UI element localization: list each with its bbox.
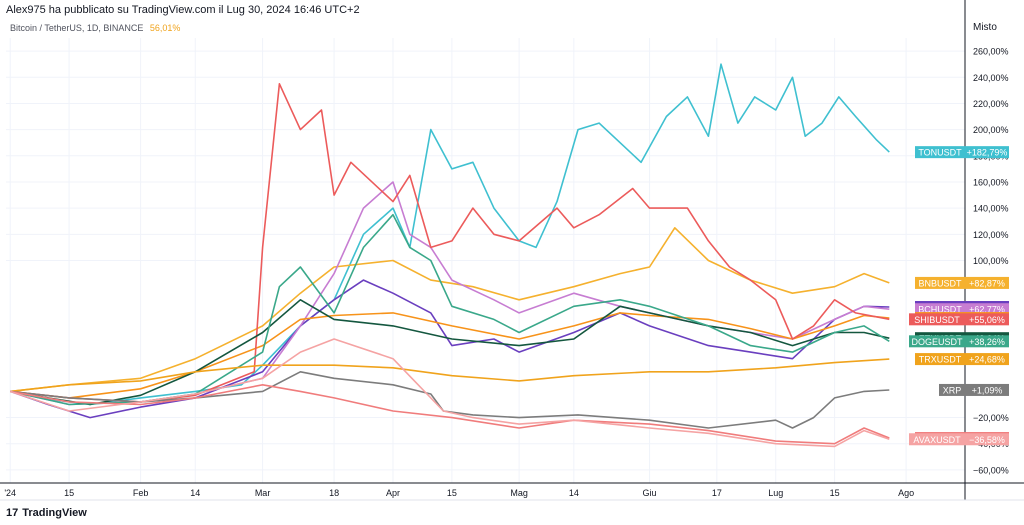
x-tick-label: '24	[4, 488, 16, 498]
end-label-name: AVAXUSDT	[913, 435, 961, 445]
x-tick-label: 15	[830, 488, 840, 498]
x-tick-label: Mag	[510, 488, 528, 498]
end-label-name: BNBUSDT	[918, 278, 962, 288]
end-label-name: SHIBUSDT	[914, 315, 960, 325]
end-label-dogeusdt: DOGEUSDT +38,26%	[909, 335, 1009, 348]
end-label-shibusdt: SHIBUSDT +55,06%	[909, 313, 1009, 326]
symbol-name: Bitcoin / TetherUS, 1D, BINANCE	[10, 23, 144, 33]
x-tick-label: 14	[569, 488, 579, 498]
end-label-value: −36,58%	[969, 435, 1005, 445]
end-label-name: XRP	[943, 385, 962, 395]
end-label-value-bg	[965, 146, 1009, 159]
symbol-change: 56,01%	[149, 23, 181, 33]
x-tick-label: 15	[447, 488, 457, 498]
y-tick-label: 140,00%	[973, 204, 1009, 214]
scale-mode-label[interactable]: Misto	[973, 22, 997, 33]
end-label-value-bg	[965, 335, 1009, 348]
end-label-tonusdt: TONUSDT +182,79%	[915, 146, 1009, 159]
end-label-name-bg	[939, 383, 965, 396]
end-label-value-bg	[965, 276, 1009, 289]
x-tick-label: 15	[64, 488, 74, 498]
y-tick-label: 100,00%	[973, 256, 1009, 266]
series-line-bnbusdt	[10, 227, 890, 393]
grid	[6, 38, 965, 483]
end-label-value: +82,87%	[969, 278, 1005, 288]
series-line-trxusdt	[10, 358, 890, 393]
axes: 260,00%240,00%220,00%200,00%180,00%160,0…	[0, 0, 1024, 501]
y-tick-label: 240,00%	[973, 73, 1009, 83]
end-label-value: +55,06%	[969, 315, 1005, 325]
y-tick-label: −60,00%	[973, 465, 1009, 475]
end-label-name: TRXUSDT	[919, 355, 962, 365]
end-label-value: +182,79%	[967, 148, 1008, 158]
x-tick-label: Mar	[255, 488, 271, 498]
series-line-adausdt	[10, 384, 890, 445]
series-line-bchusdt	[10, 181, 890, 406]
end-label-name: TONUSDT	[918, 148, 962, 158]
end-label-value: +1,09%	[972, 385, 1003, 395]
tradingview-logo-text: TradingView	[22, 507, 87, 519]
series-line-ethusdt	[10, 299, 890, 406]
y-tick-label: −20,00%	[973, 413, 1009, 423]
series-line-btcusdt	[10, 312, 890, 399]
end-label-name-bg	[915, 146, 965, 159]
end-label-value: +62,77%	[969, 305, 1005, 315]
end-label-value-bg	[965, 433, 1009, 446]
x-tick-label: 17	[712, 488, 722, 498]
end-label-value-bg	[965, 313, 1009, 326]
tradingview-logo-icon: 17	[6, 507, 19, 519]
end-label-name: BCHUSDT	[918, 305, 962, 315]
end-label-value: +24,68%	[969, 355, 1005, 365]
x-tick-label: 14	[190, 488, 200, 498]
tradingview-logo[interactable]: 17 TradingView	[6, 507, 87, 519]
end-label-name-bg	[915, 276, 965, 289]
x-tick-label: Giu	[643, 488, 657, 498]
series-line-dogeusdt	[10, 213, 890, 406]
x-tick-label: Ago	[898, 488, 914, 498]
series-line-xrp	[10, 371, 890, 429]
series-layer	[9, 63, 890, 448]
end-label-name-bg	[909, 313, 965, 326]
x-tick-label: Apr	[386, 488, 400, 498]
x-tick-label: Lug	[768, 488, 783, 498]
series-line-shibusdt	[10, 83, 890, 403]
symbol-legend[interactable]: Bitcoin / TetherUS, 1D, BINANCE 56,01%	[10, 23, 180, 33]
end-label-name-bg	[909, 433, 965, 446]
end-label-bnbusdt: BNBUSDT +82,87%	[915, 276, 1009, 289]
end-labels: TONUSDT+182,79%BNBUSDT+82,87%SOLUSDT+64,…	[909, 146, 1009, 446]
series-line-solusdt	[9, 279, 890, 419]
end-label-xrp: XRP +1,09%	[939, 383, 1009, 396]
y-tick-label: 120,00%	[973, 230, 1009, 240]
end-label-name: DOGEUSDT	[911, 337, 963, 347]
y-tick-label: 160,00%	[973, 177, 1009, 187]
end-label-value-bg	[965, 383, 1009, 396]
x-tick-label: Feb	[133, 488, 149, 498]
end-label-value: +38,26%	[969, 337, 1005, 347]
end-label-trxusdt: TRXUSDT +24,68%	[915, 353, 1009, 366]
end-label-avaxusdt: AVAXUSDT −36,58%	[909, 433, 1009, 446]
y-tick-label: 200,00%	[973, 125, 1009, 135]
x-tick-label: 18	[329, 488, 339, 498]
y-tick-label: 220,00%	[973, 99, 1009, 109]
y-tick-label: 260,00%	[973, 47, 1009, 57]
end-label-value-bg	[965, 353, 1009, 366]
end-label-name-bg	[909, 335, 965, 348]
publisher-note: Alex975 ha pubblicato su TradingView.com…	[6, 4, 360, 16]
series-line-avaxusdt	[9, 338, 890, 448]
end-label-name-bg	[915, 353, 965, 366]
